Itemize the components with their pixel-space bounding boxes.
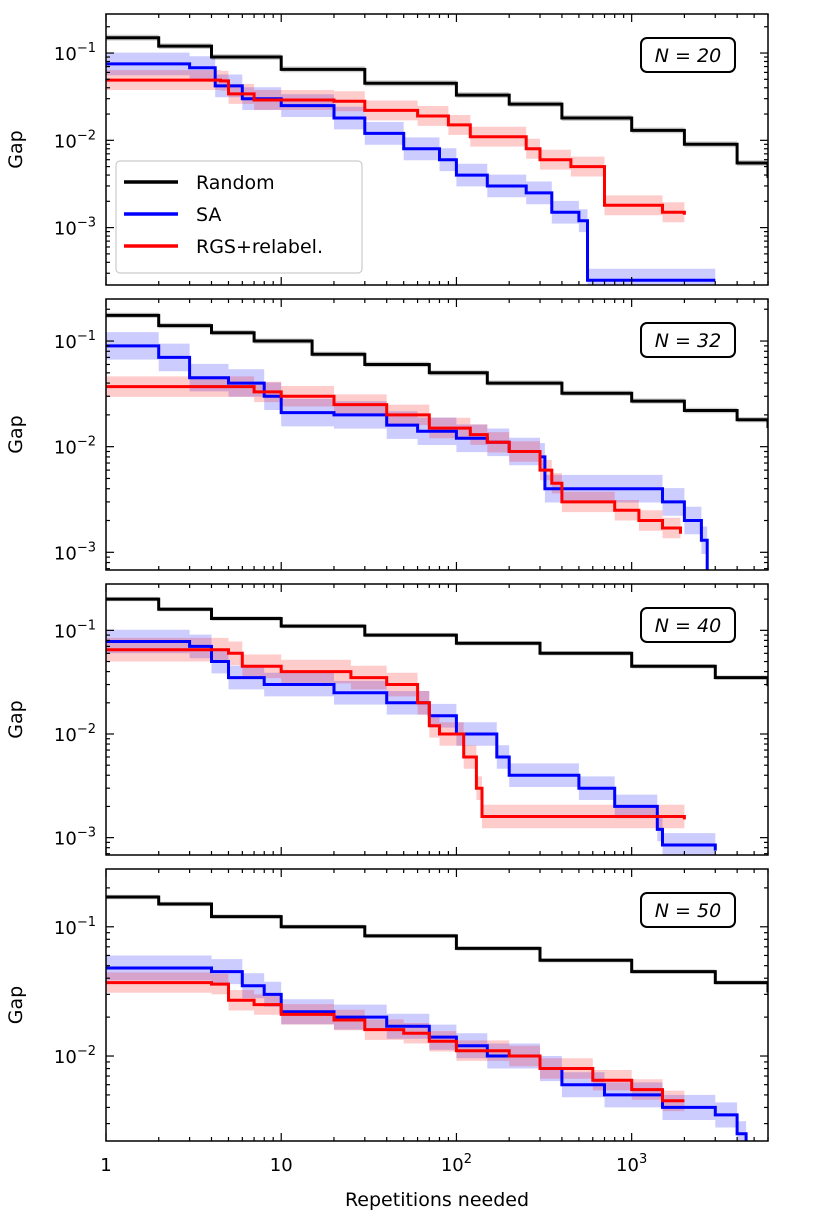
x-tick-label-exp: 3 [639,1152,647,1167]
y-tick-label-base: 10 [54,829,77,850]
plot-frame [105,583,769,856]
panel-label-box [640,607,736,643]
y-axis-label: Gap [5,130,27,168]
x-tick-label: 102 [441,1152,472,1176]
y-tick-label-exp: −1 [77,618,96,633]
y-tick-label-exp: −1 [77,329,96,344]
series-line-sa [106,966,748,1141]
y-tick-label: 10−2 [54,722,96,746]
y-tick-label: 10−1 [54,618,96,642]
series-line-sa [106,62,716,282]
plot-area [106,894,768,1141]
x-tick-label: 103 [616,1152,647,1176]
y-tick-label: 10−2 [54,1044,96,1068]
y-tick-label-exp: −3 [77,826,96,841]
x-tick-label-base: 10 [441,1155,464,1176]
y-tick-label-exp: −2 [77,722,96,737]
y-tick-label: 10−1 [54,915,96,939]
y-tick-label-exp: −1 [77,915,96,930]
band-sa [106,955,747,1141]
series-line-rgs-relabel- [106,78,686,215]
legend-item: SA [124,204,221,226]
series-line-random [106,36,768,178]
y-tick-label-exp: −1 [77,41,96,56]
plot-area [106,34,768,285]
legend-item: RGS+relabel. [124,236,323,258]
series-line-sa [106,640,717,851]
panel-label: N = 20 [655,45,721,67]
band-rgs-relabel- [106,70,685,225]
y-tick-label: 10−2 [54,435,96,459]
legend-label: Random [196,172,275,194]
plot-frame [105,298,769,571]
y-tick-label-base: 10 [54,725,77,746]
y-tick-label: 10−1 [54,329,96,353]
x-tick-label-base: 10 [270,1155,293,1176]
plot-area [106,312,768,570]
y-tick-label-base: 10 [54,438,77,459]
panel-label: N = 32 [655,330,721,352]
band-sa [106,332,708,570]
series-line-rgs-relabel- [106,385,682,534]
y-tick-label: 10−2 [54,128,96,152]
x-axis-label: Repetitions needed [345,1189,529,1211]
legend-label: SA [196,204,221,226]
x-tick-label: 1 [100,1155,111,1176]
band-rgs-relabel- [106,376,681,544]
y-tick-label: 10−3 [54,216,96,240]
y-tick-label: 10−3 [54,540,96,564]
y-tick-label-base: 10 [54,621,77,642]
x-tick-label: 10 [270,1155,293,1176]
y-tick-label-base: 10 [54,44,77,65]
y-tick-label-exp: −3 [77,540,96,555]
series-line-random [106,597,768,687]
panel-label: N = 50 [655,900,721,922]
y-tick-label-exp: −2 [77,435,96,450]
band-rgs-relabel- [106,637,685,832]
panel-label-box [640,37,736,73]
x-tick-label-base: 10 [616,1155,639,1176]
series-line-rgs-relabel- [106,648,686,820]
y-axis-label: Gap [5,986,27,1024]
y-tick-label-exp: −2 [77,128,96,143]
y-tick-label-base: 10 [54,1047,77,1068]
x-tick-label-exp: 2 [464,1152,472,1167]
y-tick-label-exp: −2 [77,1044,96,1059]
x-tick-label-base: 1 [100,1155,111,1176]
y-tick-label: 10−1 [54,41,96,65]
y-tick-label-base: 10 [54,219,77,240]
series-line-random [106,895,768,993]
y-tick-label-base: 10 [54,543,77,564]
band-rgs-relabel- [106,972,685,1112]
legend-item: Random [124,172,275,194]
panel-label-box [640,322,736,358]
y-tick-label-base: 10 [54,332,77,353]
series-line-sa [106,344,709,570]
panel-label: N = 40 [655,615,721,637]
plot-area [106,596,768,855]
legend-label: RGS+relabel. [196,236,323,258]
plot-frame [105,868,769,1142]
series-line-rgs-relabel- [106,981,685,1103]
legend: Random SA RGS+relabel. [115,160,363,274]
y-axis-label: Gap [5,700,27,738]
y-tick-label: 10−3 [54,826,96,850]
series-line-random [106,313,768,429]
y-axis-label: Gap [5,415,27,453]
y-tick-label-exp: −3 [77,216,96,231]
plot-frame [105,13,769,286]
y-tick-label-base: 10 [54,131,77,152]
y-tick-label-base: 10 [54,918,77,939]
band-sa [106,629,716,855]
panel-label-box [640,892,736,928]
